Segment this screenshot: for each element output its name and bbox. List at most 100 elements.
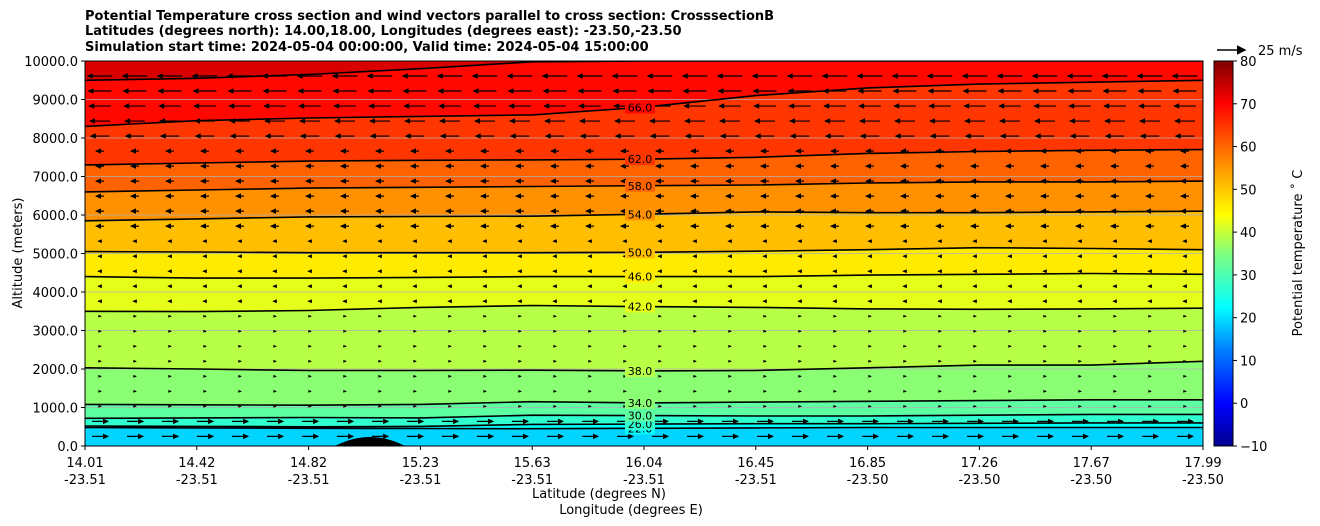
wind-vector-head xyxy=(273,359,277,363)
wind-vector-head xyxy=(763,389,767,393)
x-tick-label-lon: -23.51 xyxy=(511,473,553,488)
wind-vector-head xyxy=(938,405,942,408)
wind-vector-head xyxy=(614,118,620,124)
wind-vector-head xyxy=(728,344,732,348)
wind-vector-head xyxy=(506,73,513,79)
wind-vector-head xyxy=(1145,193,1151,199)
wind-vector-head xyxy=(655,148,661,154)
wind-vector-head xyxy=(620,208,626,214)
wind-vector-head xyxy=(168,359,172,363)
wind-vector-head xyxy=(663,433,669,440)
wind-vector-head xyxy=(483,314,487,318)
wind-vector-head xyxy=(824,118,830,124)
wind-vector-head xyxy=(576,73,583,79)
wind-vector-head xyxy=(235,208,241,214)
contour-label: 46.0 xyxy=(628,271,653,284)
wind-vector-head xyxy=(158,103,165,109)
wind-vector-head xyxy=(693,405,697,408)
wind-vector-head xyxy=(867,299,872,304)
wind-vector-head xyxy=(797,269,802,274)
wind-vector-head xyxy=(1008,344,1012,348)
wind-vector-head xyxy=(833,314,837,318)
wind-vector-head xyxy=(868,344,872,348)
wind-vector-head xyxy=(838,433,844,440)
colorbar-tick-label: 10 xyxy=(1240,354,1257,369)
wind-vector-head xyxy=(1171,73,1178,79)
wind-vector-head xyxy=(865,178,871,184)
contour-label: 66.0 xyxy=(628,101,653,114)
wind-vector-head xyxy=(692,254,697,259)
wind-vector-head xyxy=(515,208,521,214)
wind-vector-head xyxy=(833,374,837,378)
wind-vector-head xyxy=(377,284,382,289)
wind-vector-head xyxy=(623,344,627,348)
wind-vector-head xyxy=(95,178,101,184)
wind-vector-head xyxy=(413,405,417,408)
wind-vector-head xyxy=(787,88,794,94)
wind-vector-head xyxy=(262,88,269,94)
wind-vector-head xyxy=(588,329,592,333)
wind-vector-head xyxy=(927,88,934,94)
colorbar-tick-label: 30 xyxy=(1240,269,1257,284)
wind-vector-head xyxy=(1148,389,1152,393)
wind-vector-head xyxy=(305,193,311,199)
wind-vector-head xyxy=(471,73,478,79)
wind-vector-head xyxy=(340,148,346,154)
wind-vector-head xyxy=(868,405,872,408)
wind-vector-head xyxy=(788,103,795,109)
wind-vector-head xyxy=(978,433,984,440)
wind-vector-head xyxy=(1048,418,1054,425)
wind-vector-head xyxy=(439,133,446,139)
wind-vector-head xyxy=(893,103,900,109)
wind-vector-head xyxy=(278,433,285,440)
wind-vector-head xyxy=(1102,88,1109,94)
wind-vector-head xyxy=(798,314,802,318)
wind-vector-head xyxy=(369,133,376,139)
wind-vector-head xyxy=(1118,433,1124,440)
wind-vector-head xyxy=(203,389,207,393)
wind-vector-head xyxy=(1148,359,1152,363)
wind-vector-head xyxy=(926,73,933,79)
wind-vector-head xyxy=(1008,359,1012,363)
wind-vector-head xyxy=(1101,73,1108,79)
wind-vector-head xyxy=(482,269,487,274)
wind-vector-head xyxy=(972,284,977,289)
wind-vector-head xyxy=(270,163,276,169)
wind-vector-head xyxy=(754,133,761,139)
wind-vector-head xyxy=(900,223,906,229)
wind-vector-head xyxy=(1180,148,1186,154)
wind-vector-head xyxy=(378,329,382,333)
x-tick-label-lon: -23.51 xyxy=(64,473,106,488)
wind-vector-head xyxy=(369,118,375,124)
wind-vector-head xyxy=(342,269,347,274)
x-tick-label-lat: 14.82 xyxy=(290,456,327,471)
wind-vector-head xyxy=(237,254,242,259)
wind-vector-head xyxy=(410,193,416,199)
wind-vector-head xyxy=(448,344,452,348)
wind-vector-head xyxy=(1043,329,1047,333)
wind-vector-head xyxy=(1145,223,1151,229)
wind-vector-head xyxy=(1145,178,1151,184)
wind-vector-head xyxy=(208,433,215,440)
wind-vector-head xyxy=(1112,284,1117,289)
wind-vector-head xyxy=(943,418,949,425)
wind-vector-head xyxy=(1110,163,1116,169)
wind-vector-head xyxy=(97,269,102,274)
wind-vector-head xyxy=(472,88,479,94)
wind-vector-head xyxy=(725,178,731,184)
wind-vector-head xyxy=(133,405,137,408)
wind-vector-head xyxy=(1034,133,1041,139)
wind-vector-head xyxy=(903,389,907,393)
x-tick-label-lon: -23.50 xyxy=(1182,473,1224,488)
wind-vector-head xyxy=(1043,314,1047,318)
wind-vector-head xyxy=(348,418,355,425)
wind-vector-head xyxy=(728,314,732,318)
wind-vector-head xyxy=(593,433,599,440)
wind-vector-head xyxy=(237,239,242,244)
wind-vector-head xyxy=(681,73,688,79)
wind-vector-head xyxy=(403,103,410,109)
wind-vector-head xyxy=(795,148,801,154)
wind-vector-head xyxy=(518,405,522,408)
wind-vector-head xyxy=(690,163,696,169)
y-tick-label: 8000.0 xyxy=(33,132,79,147)
